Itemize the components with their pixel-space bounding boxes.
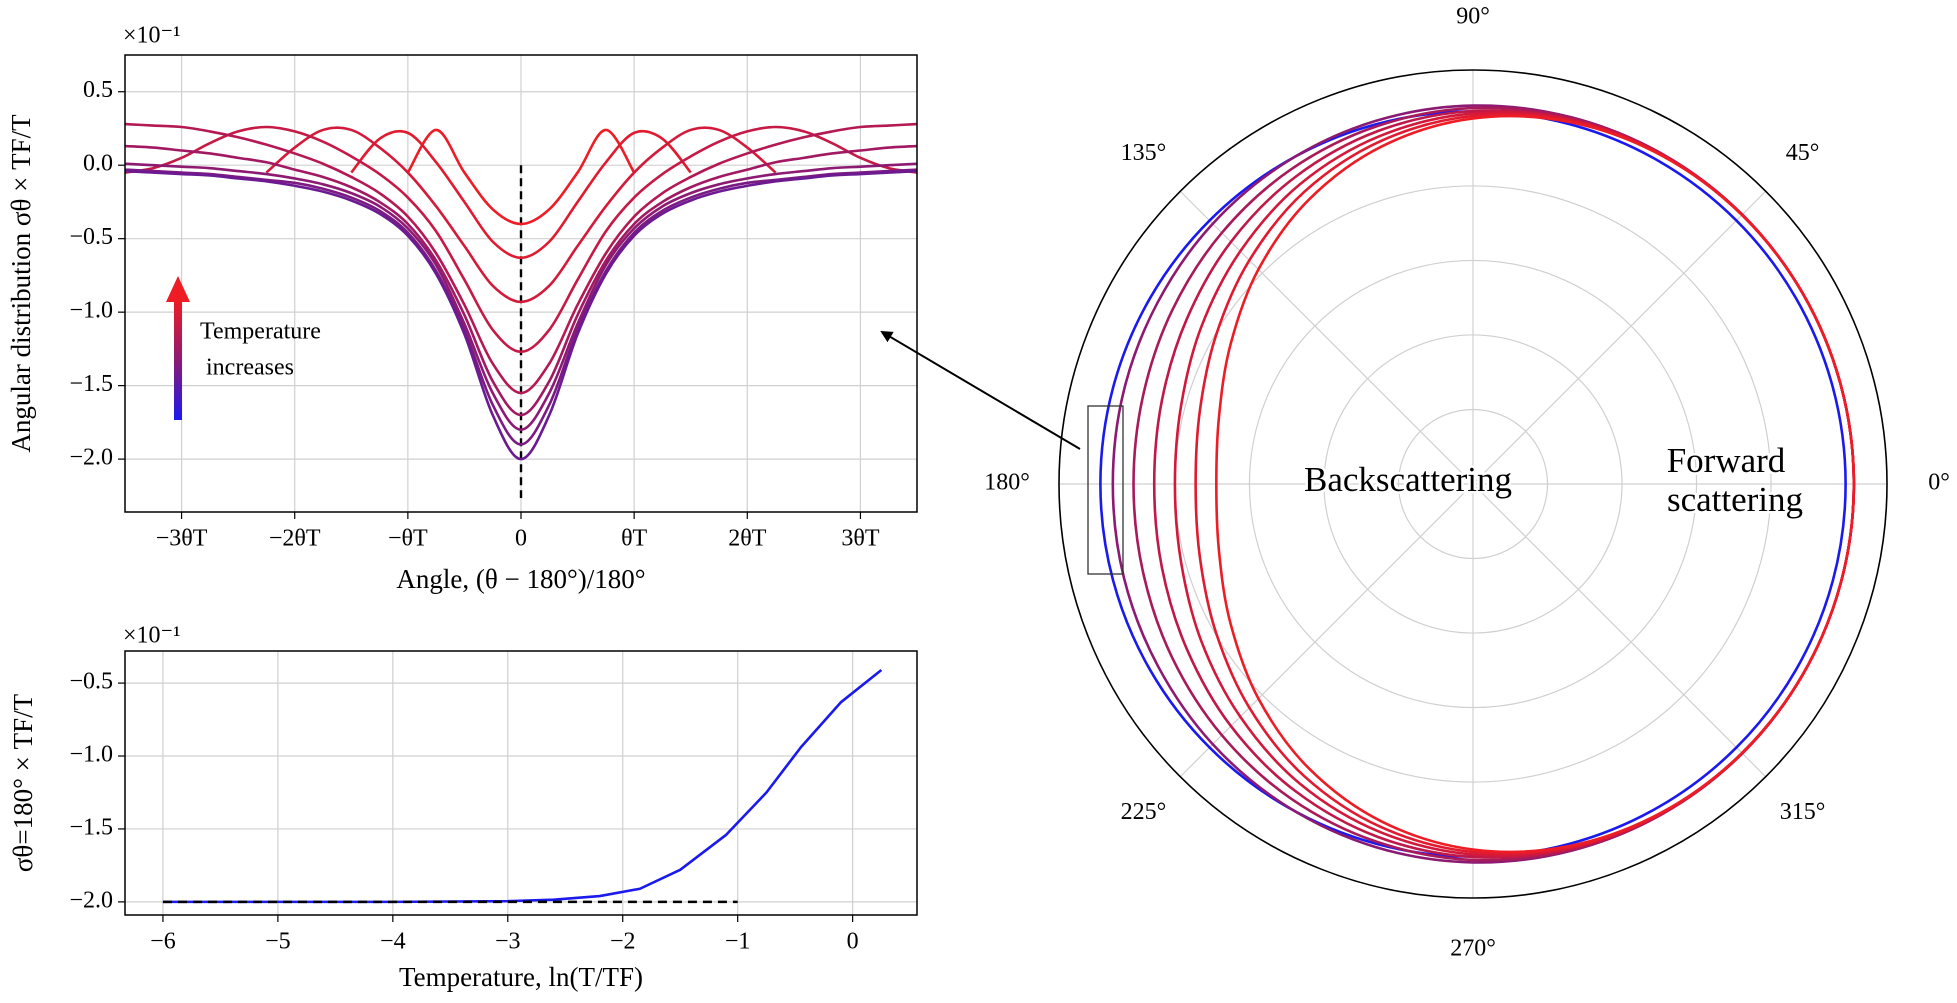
- data-line: [265, 126, 777, 304]
- polar-frame: [1058, 69, 1888, 899]
- y-tick-label: −1.0: [69, 742, 113, 768]
- data-line: [124, 144, 918, 417]
- x-tick-label: −3θT: [156, 526, 208, 552]
- x-tick-label: −2θT: [269, 526, 321, 552]
- y-tick-label: −1.5: [69, 814, 113, 840]
- data-line: [124, 125, 918, 354]
- y-tick-label: −1.0: [69, 298, 113, 324]
- angle-tick-label: 0°: [1928, 470, 1950, 496]
- polar-curve: [1215, 114, 1856, 854]
- angle-tick-label: 225°: [1121, 799, 1167, 825]
- x-tick-label: −4: [380, 929, 406, 955]
- angle-tick-label: 135°: [1121, 140, 1167, 166]
- y-tick-label: −0.5: [69, 224, 113, 250]
- temperature-arrow-head: [166, 276, 190, 302]
- x-tick-label: −θT: [388, 526, 428, 552]
- y-axis-label: σθ=180° × TF/T: [8, 693, 38, 872]
- temperature-arrow-shaft: [174, 300, 182, 420]
- data-line: [124, 169, 918, 461]
- plot-layer: −3θT −2θT −θT 0 θT 2θT 3θT 0.5 0.0 −0.5 −1.0 −1.5 −2…: [6, 4, 1950, 993]
- polar-curve: [1099, 110, 1847, 858]
- x-tick-label: −6: [150, 929, 176, 955]
- x-tick-label: −3: [495, 929, 521, 955]
- x-tick-label: 3θT: [841, 526, 879, 552]
- x-tick-label: 2θT: [728, 526, 766, 552]
- y-offset-label: ×10⁻¹: [123, 23, 180, 49]
- data-line: [406, 128, 636, 226]
- data-line: [124, 162, 918, 432]
- y-tick-label: 0.0: [83, 151, 113, 177]
- angle-tick-label: 315°: [1780, 799, 1826, 825]
- y-tick-label: −2.0: [69, 887, 113, 913]
- zoom-box: [1087, 405, 1124, 575]
- region-label: Backscattering: [1304, 460, 1512, 499]
- angle-tick-label: 45°: [1786, 140, 1820, 166]
- data-line: [350, 129, 692, 260]
- x-tick-label: 0: [515, 526, 527, 552]
- angle-tick-label: 90°: [1456, 4, 1490, 30]
- data-line: [124, 122, 918, 395]
- y-tick-label: −0.5: [69, 669, 113, 695]
- annotation-text: Temperature: [200, 319, 321, 345]
- x-tick-label: −1: [725, 929, 751, 955]
- x-axis-label: Angle, (θ − 180°)/180°: [396, 564, 645, 594]
- y-tick-label: −2.0: [69, 445, 113, 471]
- y-tick-label: −1.5: [69, 371, 113, 397]
- angle-tick-label: 270°: [1450, 936, 1496, 962]
- x-tick-label: −5: [265, 929, 291, 955]
- x-tick-label: θT: [621, 526, 647, 552]
- x-tick-label: −2: [610, 929, 636, 955]
- angular-grid-line: [1472, 483, 1767, 778]
- region-label: Forward: [1667, 441, 1786, 480]
- angular-grid-line: [1179, 483, 1474, 778]
- axes-frame: [124, 650, 918, 916]
- angular-grid-line: [1179, 190, 1474, 485]
- data-line: [162, 668, 883, 904]
- x-axis-label: Temperature, ln(T/TF): [399, 962, 643, 992]
- y-axis-label: Angular distribution σθ × TF/T: [6, 114, 36, 453]
- angular-grid-line: [1472, 190, 1767, 485]
- y-tick-label: 0.5: [83, 77, 113, 103]
- data-line: [124, 168, 918, 446]
- annotation-text: increases: [206, 355, 294, 381]
- region-label: scattering: [1667, 480, 1803, 519]
- zoom-arrow: [880, 330, 1081, 450]
- angle-tick-label: 180°: [984, 470, 1030, 496]
- x-tick-label: 0: [847, 929, 859, 955]
- axes-frame: [124, 54, 918, 513]
- y-offset-label: ×10⁻¹: [123, 623, 180, 649]
